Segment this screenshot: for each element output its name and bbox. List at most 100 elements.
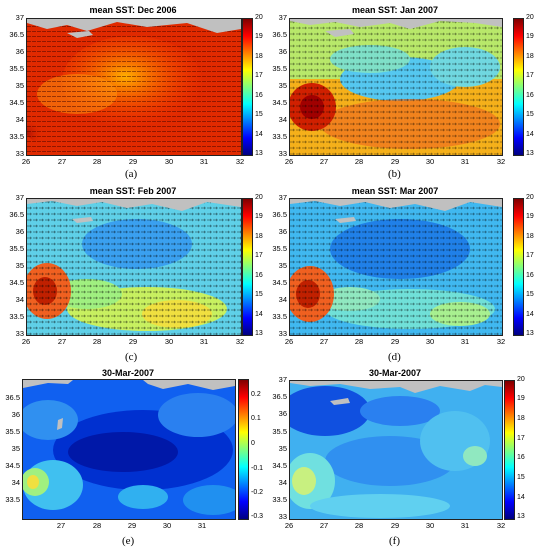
panel-e-title: 30-Mar-2007: [101, 368, 155, 378]
panel-c-ytick: 34: [15, 295, 24, 304]
panel-a-ytick: 37: [15, 13, 24, 22]
panel-a-cbar-tick: 19: [255, 33, 263, 40]
panel-a-xtick: 27: [57, 157, 67, 166]
panel-d-cbar-tick: 18: [526, 233, 534, 240]
panel-b-title: mean SST: Jan 2007: [351, 5, 439, 15]
panel-f-ytick: 36.5: [272, 392, 287, 401]
panel-f-xtick: 27: [319, 521, 329, 530]
panel-c-cbar-tick: 17: [255, 252, 263, 259]
panel-a-title: mean SST: Dec 2006: [89, 5, 177, 15]
panel-d-ytick: 36.5: [272, 210, 287, 219]
panel-b-cbar-tick: 17: [526, 72, 534, 79]
panel-a-xtick: 29: [128, 157, 138, 166]
panel-e-xtick: 27: [56, 521, 66, 530]
panel-f-label: (f): [389, 535, 400, 547]
panel-f-ytick: 37: [278, 375, 287, 384]
panel-c-xtick: 28: [92, 337, 102, 346]
panel-d-ytick: 33: [278, 329, 287, 338]
panel-c-ytick: 35.5: [9, 244, 24, 253]
panel-f-xtick: 32: [496, 521, 506, 530]
panel-b-cbar-tick: 18: [526, 53, 534, 60]
panel-a-cbar-tick: 17: [255, 72, 263, 79]
panel-d-xtick: 27: [319, 337, 329, 346]
panel-d-label: (d): [388, 351, 401, 363]
panel-c-ytick: 37: [15, 193, 24, 202]
panel-d-xtick: 29: [390, 337, 400, 346]
panel-f-cbar-tick: 20: [517, 376, 525, 383]
panel-d-ytick: 34.5: [272, 278, 287, 287]
panel-c-cbar-tick: 18: [255, 233, 263, 240]
panel-a-ytick: 33: [15, 149, 24, 158]
panel-e-cbar-tick: -0.2: [251, 489, 264, 496]
panel-e-xtick: 31: [197, 521, 207, 530]
panel-a-cbar-tick: 15: [255, 111, 263, 118]
panel-e-xtick: 28: [92, 521, 102, 530]
panel-b-xtick: 30: [425, 157, 435, 166]
panel-b-ytick: 35: [278, 81, 287, 90]
panel-b-ytick: 35.5: [272, 64, 287, 73]
panel-f-ytick: 35: [278, 444, 287, 453]
panel-c-xtick: 27: [57, 337, 67, 346]
panel-a-ytick: 34.5: [9, 98, 24, 107]
panel-a-xtick: 32: [235, 157, 245, 166]
panel-f-ytick: 36: [278, 409, 287, 418]
panel-e-colorbar: [238, 379, 249, 520]
panel-e-ytick: 36: [11, 410, 20, 419]
panel-b-xtick: 26: [284, 157, 294, 166]
panel-f-xtick: 26: [284, 521, 294, 530]
panel-b-cbar-tick: 16: [526, 92, 534, 99]
panel-c-cbar-tick: 19: [255, 213, 263, 220]
panel-f-cbar-tick: 17: [517, 435, 525, 442]
panel-d-ytick: 37: [278, 193, 287, 202]
panel-b-xtick: 29: [390, 157, 400, 166]
panel-f-title: 30-Mar-2007: [368, 368, 422, 378]
panel-b-label: (b): [388, 168, 401, 180]
panel-b-ytick: 37: [278, 13, 287, 22]
panel-d-ytick: 34: [278, 295, 287, 304]
panel-e-cbar-tick: 0: [251, 440, 255, 447]
panel-d-cbar-tick: 13: [526, 330, 534, 337]
panel-b-ytick: 33.5: [272, 132, 287, 141]
panel-c-label: (c): [125, 351, 138, 363]
panel-f-cbar-tick: 14: [517, 494, 525, 501]
panel-a-cbar-tick: 14: [255, 131, 263, 138]
panel-a-cbar-tick: 13: [255, 150, 263, 157]
panel-d-ytick: 35.5: [272, 244, 287, 253]
panel-c-xtick: 30: [164, 337, 174, 346]
panel-e-xtick: 29: [127, 521, 137, 530]
panel-a-label: (a): [125, 168, 138, 180]
panel-b-sst-map: [289, 18, 503, 156]
panel-e-ytick: 33.5: [5, 495, 20, 504]
panel-b-colorbar: [513, 18, 524, 156]
panel-c-xtick: 26: [21, 337, 31, 346]
panel-a-cbar-tick: 20: [255, 14, 263, 21]
panel-b-xtick: 28: [354, 157, 364, 166]
panel-d-ytick: 33.5: [272, 312, 287, 321]
panel-a-xtick: 31: [199, 157, 209, 166]
panel-b-ytick: 33: [278, 149, 287, 158]
panel-d-cbar-tick: 16: [526, 272, 534, 279]
panel-f-ytick: 33: [278, 512, 287, 521]
panel-c-ytick: 33: [15, 329, 24, 338]
panel-c-cbar-tick: 16: [255, 272, 263, 279]
panel-f-ytick: 34: [278, 478, 287, 487]
panel-f-ytick: 34.5: [272, 461, 287, 470]
panel-e-ytick: 34.5: [5, 461, 20, 470]
panel-a-ytick: 34: [15, 115, 24, 124]
panel-a-ytick: 36: [15, 47, 24, 56]
panel-c-xtick: 29: [128, 337, 138, 346]
panel-f-xtick: 30: [425, 521, 435, 530]
panel-d-cbar-tick: 17: [526, 252, 534, 259]
panel-b-ytick: 36: [278, 47, 287, 56]
panel-b-xtick: 27: [319, 157, 329, 166]
panel-a-xtick: 30: [164, 157, 174, 166]
panel-e-ytick: 35.5: [5, 427, 20, 436]
panel-a-xtick: 26: [21, 157, 31, 166]
panel-d-ytick: 35: [278, 261, 287, 270]
panel-d-cbar-tick: 19: [526, 213, 534, 220]
panel-e-anomaly-map: [22, 379, 236, 520]
panel-e-ytick: 34: [11, 478, 20, 487]
panel-d-title: mean SST: Mar 2007: [351, 186, 439, 196]
panel-c-ytick: 36: [15, 227, 24, 236]
panel-b-ytick: 34.5: [272, 98, 287, 107]
